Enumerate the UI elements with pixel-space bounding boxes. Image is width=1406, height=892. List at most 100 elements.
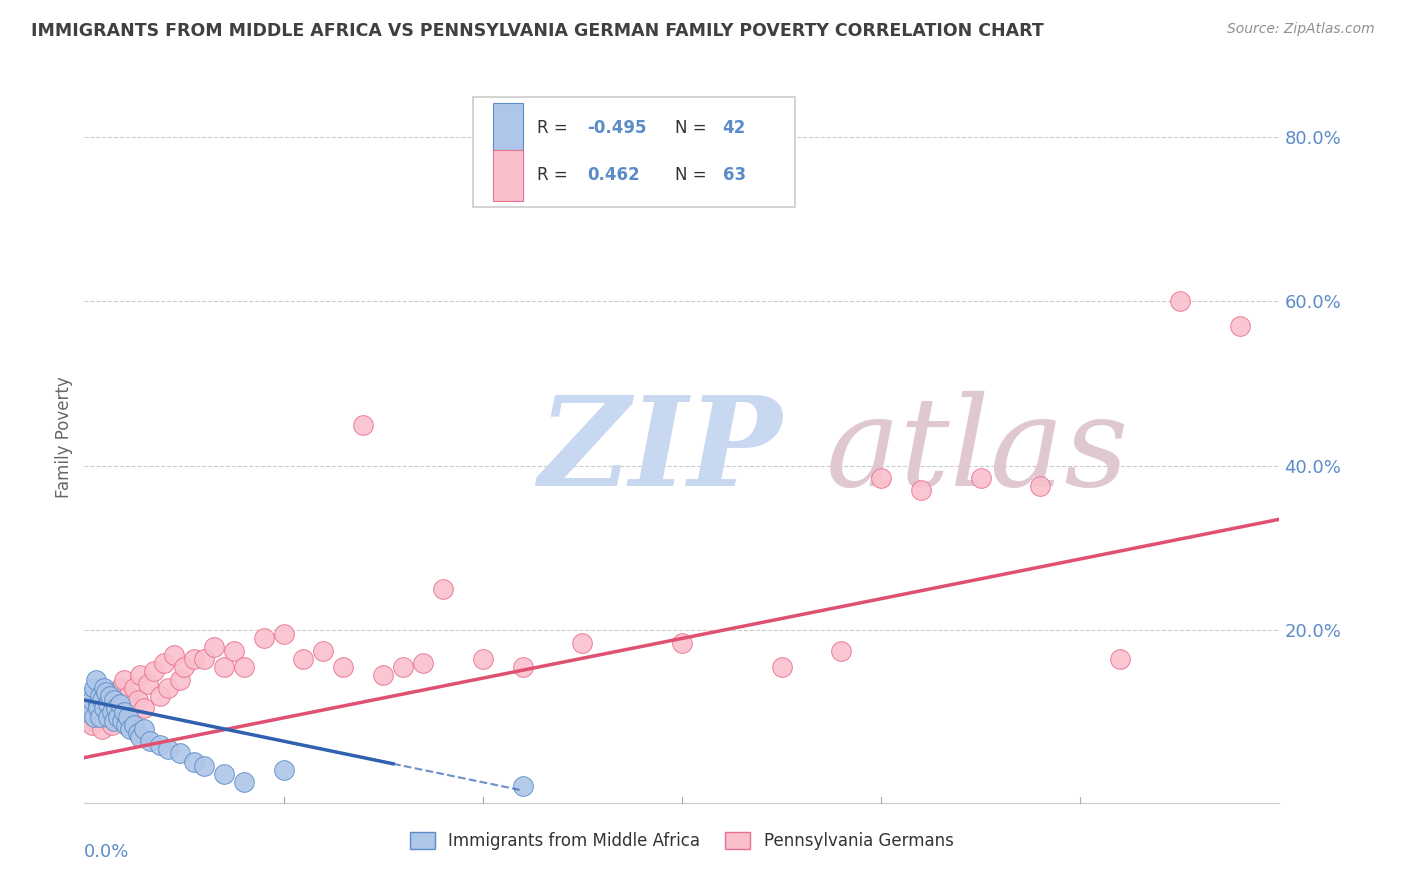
Point — [332, 660, 354, 674]
Point — [97, 701, 120, 715]
Point — [1229, 319, 1251, 334]
Point — [129, 668, 152, 682]
Point — [169, 747, 191, 761]
Point — [101, 706, 124, 720]
Point — [149, 739, 172, 753]
Point — [82, 717, 104, 731]
Point — [120, 722, 142, 736]
Point — [97, 697, 120, 711]
Point — [103, 697, 125, 711]
Point — [571, 635, 593, 649]
Text: 0.462: 0.462 — [588, 167, 640, 185]
Point — [83, 681, 105, 695]
Point — [193, 652, 215, 666]
Text: ZIP: ZIP — [538, 391, 782, 513]
Point — [412, 656, 434, 670]
Text: Source: ZipAtlas.com: Source: ZipAtlas.com — [1227, 22, 1375, 37]
Point — [89, 689, 111, 703]
Point — [96, 709, 118, 723]
Point — [169, 673, 191, 687]
Point — [103, 693, 125, 707]
Point — [132, 701, 156, 715]
Point — [107, 709, 129, 723]
Point — [870, 471, 893, 485]
Point — [202, 640, 225, 654]
Point — [830, 644, 852, 658]
Point — [193, 759, 215, 773]
Point — [103, 714, 125, 728]
Legend: Immigrants from Middle Africa, Pennsylvania Germans: Immigrants from Middle Africa, Pennsylva… — [404, 825, 960, 856]
Point — [98, 693, 121, 707]
Point — [292, 652, 315, 666]
Point — [671, 635, 693, 649]
Point — [87, 709, 110, 723]
Point — [1029, 479, 1052, 493]
Text: R =: R = — [537, 167, 574, 185]
Point — [157, 681, 180, 695]
Point — [83, 706, 105, 720]
FancyBboxPatch shape — [494, 103, 523, 153]
Point — [136, 676, 159, 690]
Point — [212, 660, 235, 674]
Point — [101, 717, 124, 731]
Point — [117, 689, 139, 703]
Point — [91, 722, 114, 736]
Point — [183, 755, 205, 769]
Point — [115, 717, 138, 731]
Point — [105, 701, 128, 715]
Point — [127, 693, 149, 707]
Point — [153, 656, 176, 670]
Point — [432, 582, 454, 596]
Text: 42: 42 — [723, 120, 745, 137]
Point — [132, 722, 156, 736]
Point — [93, 681, 115, 695]
Point — [93, 701, 115, 715]
Y-axis label: Family Poverty: Family Poverty — [55, 376, 73, 498]
Point — [273, 627, 295, 641]
Point — [222, 644, 245, 658]
Text: R =: R = — [537, 120, 574, 137]
Point — [512, 780, 534, 794]
Point — [157, 742, 180, 756]
Point — [232, 660, 254, 674]
Text: N =: N = — [675, 120, 711, 137]
Point — [115, 697, 138, 711]
Point — [82, 693, 104, 707]
Point — [111, 706, 134, 720]
Point — [110, 681, 132, 695]
Point — [253, 632, 276, 646]
Point — [1109, 652, 1132, 666]
Text: atlas: atlas — [825, 391, 1129, 513]
Point — [770, 660, 793, 674]
Point — [111, 714, 134, 728]
Point — [143, 665, 166, 679]
Point — [1168, 294, 1191, 309]
Point — [173, 660, 195, 674]
Point — [139, 734, 162, 748]
Point — [86, 693, 108, 707]
Point — [105, 685, 128, 699]
Point — [86, 673, 108, 687]
Point — [273, 763, 295, 777]
Point — [107, 709, 129, 723]
Point — [79, 701, 101, 715]
Point — [183, 652, 205, 666]
Point — [83, 709, 105, 723]
Text: -0.495: -0.495 — [588, 120, 647, 137]
Point — [117, 709, 139, 723]
Point — [352, 417, 374, 432]
Text: 0.0%: 0.0% — [84, 843, 129, 861]
Point — [96, 685, 118, 699]
Point — [112, 706, 135, 720]
FancyBboxPatch shape — [494, 150, 523, 201]
Text: N =: N = — [675, 167, 711, 185]
Point — [91, 693, 114, 707]
Point — [89, 709, 111, 723]
Text: IMMIGRANTS FROM MIDDLE AFRICA VS PENNSYLVANIA GERMAN FAMILY POVERTY CORRELATION : IMMIGRANTS FROM MIDDLE AFRICA VS PENNSYL… — [31, 22, 1043, 40]
Point — [120, 709, 142, 723]
Point — [312, 644, 335, 658]
Point — [87, 697, 110, 711]
Point — [93, 689, 115, 703]
Point — [89, 697, 111, 711]
Point — [87, 701, 110, 715]
